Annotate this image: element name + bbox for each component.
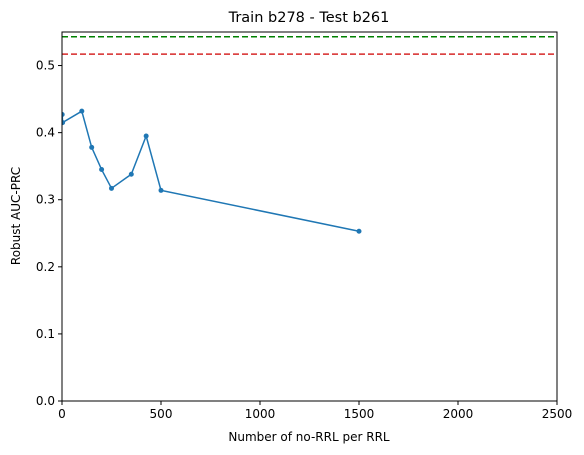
y-tick-label: 0.3: [36, 193, 55, 207]
data-point: [62, 112, 65, 118]
data-point: [79, 108, 85, 114]
data-point: [62, 120, 66, 126]
series-line-1: [62, 110, 360, 232]
x-tick-label: 2000: [443, 407, 474, 421]
y-tick-label: 0.0: [36, 394, 55, 408]
x-axis-label: Number of no-RRL per RRL: [228, 430, 390, 444]
data-point: [89, 144, 95, 150]
plot-area-frame: [61, 31, 558, 402]
y-tick-label: 0.4: [36, 126, 55, 140]
data-point: [99, 167, 105, 173]
y-tick-label: 0.1: [36, 327, 55, 341]
y-tick-label: 0.5: [36, 59, 55, 73]
x-tick-label: 0: [58, 407, 66, 421]
data-point: [356, 228, 362, 234]
x-tick-label: 1500: [344, 407, 375, 421]
x-axis: 0 500 1000 1500 2000 2500: [58, 401, 572, 421]
data-point: [158, 187, 164, 193]
x-tick-label: 500: [150, 407, 173, 421]
chart-title: Train b278 - Test b261: [228, 10, 390, 26]
y-axis: 0.0 0.1 0.2 0.3 0.4 0.5: [36, 59, 62, 408]
y-tick-label: 0.2: [36, 260, 55, 274]
data-point: [128, 171, 134, 177]
y-axis-label: Robust AUC-PRC: [9, 167, 23, 265]
data-point: [109, 185, 114, 191]
data-point: [143, 133, 149, 139]
x-tick-label: 1000: [245, 407, 276, 421]
x-tick-label: 2500: [542, 407, 573, 421]
